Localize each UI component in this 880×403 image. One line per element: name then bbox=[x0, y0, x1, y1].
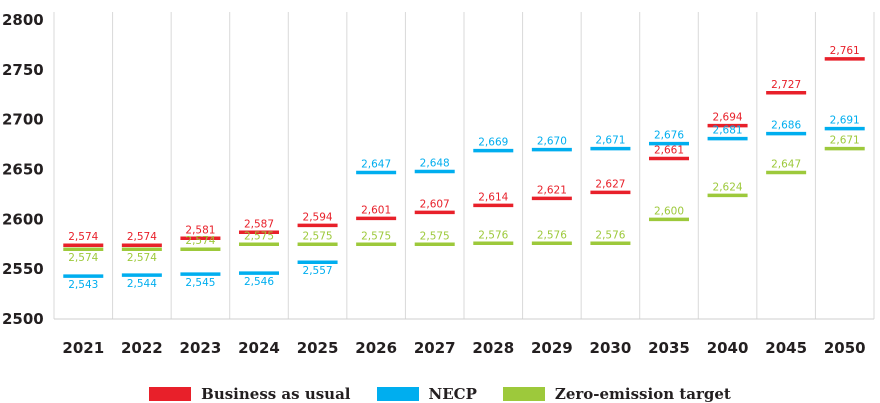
x-tick-label: 2023 bbox=[180, 339, 222, 357]
data-label-necp: 2,546 bbox=[244, 276, 274, 288]
legend-label-business-as-usual: Business as usual bbox=[201, 384, 351, 403]
data-label-necp: 2,557 bbox=[303, 265, 333, 277]
data-label-necp: 2,681 bbox=[713, 125, 743, 137]
x-tick-label: 2045 bbox=[765, 339, 807, 357]
y-tick-label: 2800 bbox=[2, 11, 44, 29]
x-tick-label: 2028 bbox=[472, 339, 514, 357]
data-label-business-as-usual: 2,727 bbox=[771, 79, 801, 91]
data-label-zero-emission-target: 2,574 bbox=[185, 235, 215, 247]
data-label-business-as-usual: 2,621 bbox=[537, 184, 567, 196]
data-label-necp: 2,670 bbox=[537, 136, 567, 148]
legend-item-necp: NECP bbox=[376, 384, 477, 403]
data-label-business-as-usual: 2,581 bbox=[185, 224, 215, 236]
legend-item-zero-emission-target: Zero-emission target bbox=[502, 384, 731, 403]
data-label-business-as-usual: 2,587 bbox=[244, 218, 274, 230]
legend-swatch-business-as-usual bbox=[149, 386, 192, 401]
data-label-business-as-usual: 2,594 bbox=[303, 211, 333, 223]
data-label-zero-emission-target: 2,574 bbox=[68, 252, 98, 264]
x-tick-label: 2026 bbox=[355, 339, 397, 357]
data-label-zero-emission-target: 2,600 bbox=[654, 205, 684, 217]
data-label-necp: 2,691 bbox=[830, 115, 860, 127]
data-label-business-as-usual: 2,661 bbox=[654, 145, 684, 157]
data-label-business-as-usual: 2,694 bbox=[713, 112, 743, 124]
data-label-necp: 2,543 bbox=[68, 279, 98, 291]
data-label-business-as-usual: 2,607 bbox=[420, 198, 450, 210]
data-label-business-as-usual: 2,614 bbox=[478, 191, 508, 203]
data-label-zero-emission-target: 2,576 bbox=[478, 229, 508, 241]
data-label-zero-emission-target: 2,575 bbox=[361, 230, 391, 242]
x-tick-label: 2027 bbox=[414, 339, 456, 357]
data-label-zero-emission-target: 2,671 bbox=[830, 135, 860, 147]
x-tick-label: 2025 bbox=[297, 339, 339, 357]
data-label-zero-emission-target: 2,624 bbox=[713, 181, 743, 193]
x-tick-label: 2030 bbox=[590, 339, 632, 357]
y-tick-label: 2750 bbox=[2, 61, 44, 79]
data-label-business-as-usual: 2,574 bbox=[68, 231, 98, 243]
data-label-business-as-usual: 2,761 bbox=[830, 45, 860, 57]
data-label-business-as-usual: 2,574 bbox=[127, 231, 157, 243]
data-label-necp: 2,669 bbox=[478, 137, 508, 149]
y-tick-label: 2500 bbox=[2, 310, 44, 328]
data-label-zero-emission-target: 2,576 bbox=[595, 229, 625, 241]
legend-label-necp: NECP bbox=[428, 384, 477, 403]
x-tick-label: 2029 bbox=[531, 339, 573, 357]
data-label-necp: 2,676 bbox=[654, 130, 684, 142]
legend-label-zero-emission-target: Zero-emission target bbox=[554, 384, 731, 403]
y-tick-label: 2550 bbox=[2, 260, 44, 278]
legend-swatch-zero-emission-target bbox=[502, 386, 545, 401]
data-label-business-as-usual: 2,601 bbox=[361, 204, 391, 216]
x-tick-label: 2024 bbox=[238, 339, 280, 357]
data-label-zero-emission-target: 2,575 bbox=[244, 230, 274, 242]
x-axis: 2021 2022 2023 2024 2025 2026 2027 2028 2029 2030… bbox=[62, 339, 865, 357]
data-label-necp: 2,647 bbox=[361, 158, 391, 170]
data-label-zero-emission-target: 2,575 bbox=[420, 230, 450, 242]
y-tick-label: 2700 bbox=[2, 111, 44, 129]
x-tick-label: 2035 bbox=[648, 339, 690, 357]
data-label-zero-emission-target: 2,576 bbox=[537, 229, 567, 241]
data-label-necp: 2,671 bbox=[595, 135, 625, 147]
y-axis: 2500 2550 2600 2650 2700 2750 2800 bbox=[2, 11, 44, 328]
x-tick-label: 2040 bbox=[707, 339, 749, 357]
legend-item-business-as-usual: Business as usual bbox=[149, 384, 351, 403]
x-tick-label: 2050 bbox=[824, 339, 866, 357]
data-label-zero-emission-target: 2,647 bbox=[771, 158, 801, 170]
data-label-zero-emission-target: 2,574 bbox=[127, 252, 157, 264]
plot-area bbox=[63, 57, 865, 278]
data-label-zero-emission-target: 2,575 bbox=[303, 230, 333, 242]
x-tick-label: 2021 bbox=[62, 339, 104, 357]
x-tick-label: 2022 bbox=[121, 339, 163, 357]
legend: Business as usual NECP Zero-emission tar… bbox=[0, 384, 880, 403]
y-tick-label: 2650 bbox=[2, 161, 44, 179]
y-tick-label: 2600 bbox=[2, 210, 44, 228]
data-label-necp: 2,545 bbox=[185, 277, 215, 289]
legend-swatch-necp bbox=[376, 386, 419, 401]
data-label-necp: 2,544 bbox=[127, 278, 157, 290]
data-label-business-as-usual: 2,627 bbox=[595, 178, 625, 190]
data-label-necp: 2,648 bbox=[420, 157, 450, 169]
data-label-necp: 2,686 bbox=[771, 120, 801, 132]
grid bbox=[53, 12, 875, 320]
